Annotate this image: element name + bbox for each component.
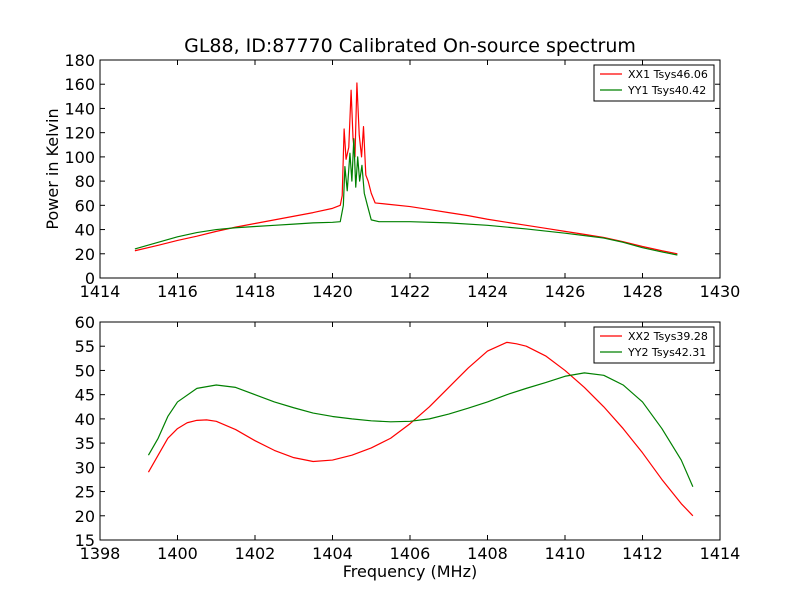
bottom-spectrum-panel: 1398 1400 1402 1404 1406 1408 1410 1412 1414 15 20… [75, 313, 741, 581]
bottom-x-axis-label: Frequency (MHz) [343, 562, 477, 581]
bottom-series-line-1 [147, 341, 694, 517]
bottom-y-tick-label: 15 [75, 531, 95, 550]
bottom-y-tick-label: 50 [75, 361, 95, 380]
top-spectrum-panel: 1414 1416 1418 1420 1422 1424 1426 1428 1430 0 20 4… [43, 51, 740, 301]
bottom-x-tick-label: 1414 [700, 544, 741, 563]
top-x-tick-label: 1428 [622, 282, 663, 301]
bottom-y-tick-label: 45 [75, 386, 95, 405]
bottom-y-tick-label: 55 [75, 337, 95, 356]
top-y-tick-label: 180 [64, 51, 95, 70]
top-y-tick-label: 60 [75, 196, 95, 215]
top-x-tick-label: 1430 [700, 282, 741, 301]
top-x-tick-label: 1422 [390, 282, 431, 301]
top-y-tick-label: 100 [64, 148, 95, 167]
top-x-tick-label: 1424 [467, 282, 508, 301]
top-legend-box [593, 64, 715, 102]
bottom-y-tick-label: 40 [75, 410, 95, 429]
top-legend: XX1 Tsys46.06 YY1 Tsys40.42 [593, 64, 715, 102]
bottom-series-line-2 [147, 372, 694, 487]
top-series-line-2 [134, 138, 678, 256]
bottom-y-tick-label: 30 [75, 458, 95, 477]
bottom-x-tick-label: 1402 [235, 544, 276, 563]
top-y-tick-label: 160 [64, 75, 95, 94]
top-y-tick-label: 0 [85, 269, 95, 288]
bottom-legend-label-yy2: YY2 Tsys42.31 [627, 346, 706, 359]
top-series-line-1 [134, 82, 678, 255]
top-x-tick-label: 1420 [312, 282, 353, 301]
bottom-y-tick-label: 20 [75, 507, 95, 526]
bottom-x-tick-label: 1400 [157, 544, 198, 563]
bottom-y-tick-label: 60 [75, 313, 95, 332]
top-series-lines [134, 82, 678, 256]
bottom-x-tick-label: 1408 [467, 544, 508, 563]
bottom-x-tick-label: 1412 [622, 544, 663, 563]
bottom-x-tick-label: 1404 [312, 544, 353, 563]
top-y-tick-label: 120 [64, 124, 95, 143]
top-x-tick-label: 1426 [545, 282, 586, 301]
top-y-tick-label: 20 [75, 245, 95, 264]
figure-title: GL88, ID:87770 Calibrated On-source spec… [184, 35, 636, 57]
bottom-series-lines [147, 341, 694, 517]
top-y-tick-label: 40 [75, 221, 95, 240]
bottom-legend-label-xx2: XX2 Tsys39.28 [628, 330, 708, 343]
bottom-y-tick-label: 25 [75, 483, 95, 502]
top-x-tick-label: 1414 [80, 282, 121, 301]
top-y-tick-label: 80 [75, 172, 95, 191]
top-legend-label-xx1: XX1 Tsys46.06 [628, 68, 708, 81]
top-y-axis-label: Power in Kelvin [43, 108, 62, 229]
bottom-legend-box [593, 326, 715, 364]
bottom-axis-ticks: 1398 1400 1402 1404 1406 1408 1410 1412 1414 15 20… [75, 313, 741, 563]
bottom-y-tick-label: 35 [75, 434, 95, 453]
bottom-x-tick-label: 1410 [545, 544, 586, 563]
top-x-tick-label: 1418 [235, 282, 276, 301]
top-legend-label-yy1: YY1 Tsys40.42 [627, 84, 706, 97]
bottom-x-tick-label: 1406 [390, 544, 431, 563]
top-x-tick-label: 1416 [157, 282, 198, 301]
top-axis-ticks: 1414 1416 1418 1420 1422 1424 1426 1428 1430 0 20 4… [64, 51, 740, 301]
top-y-tick-label: 140 [64, 99, 95, 118]
bottom-legend: XX2 Tsys39.28 YY2 Tsys42.31 [593, 326, 715, 364]
bottom-x-tick-label: 1398 [80, 544, 121, 563]
